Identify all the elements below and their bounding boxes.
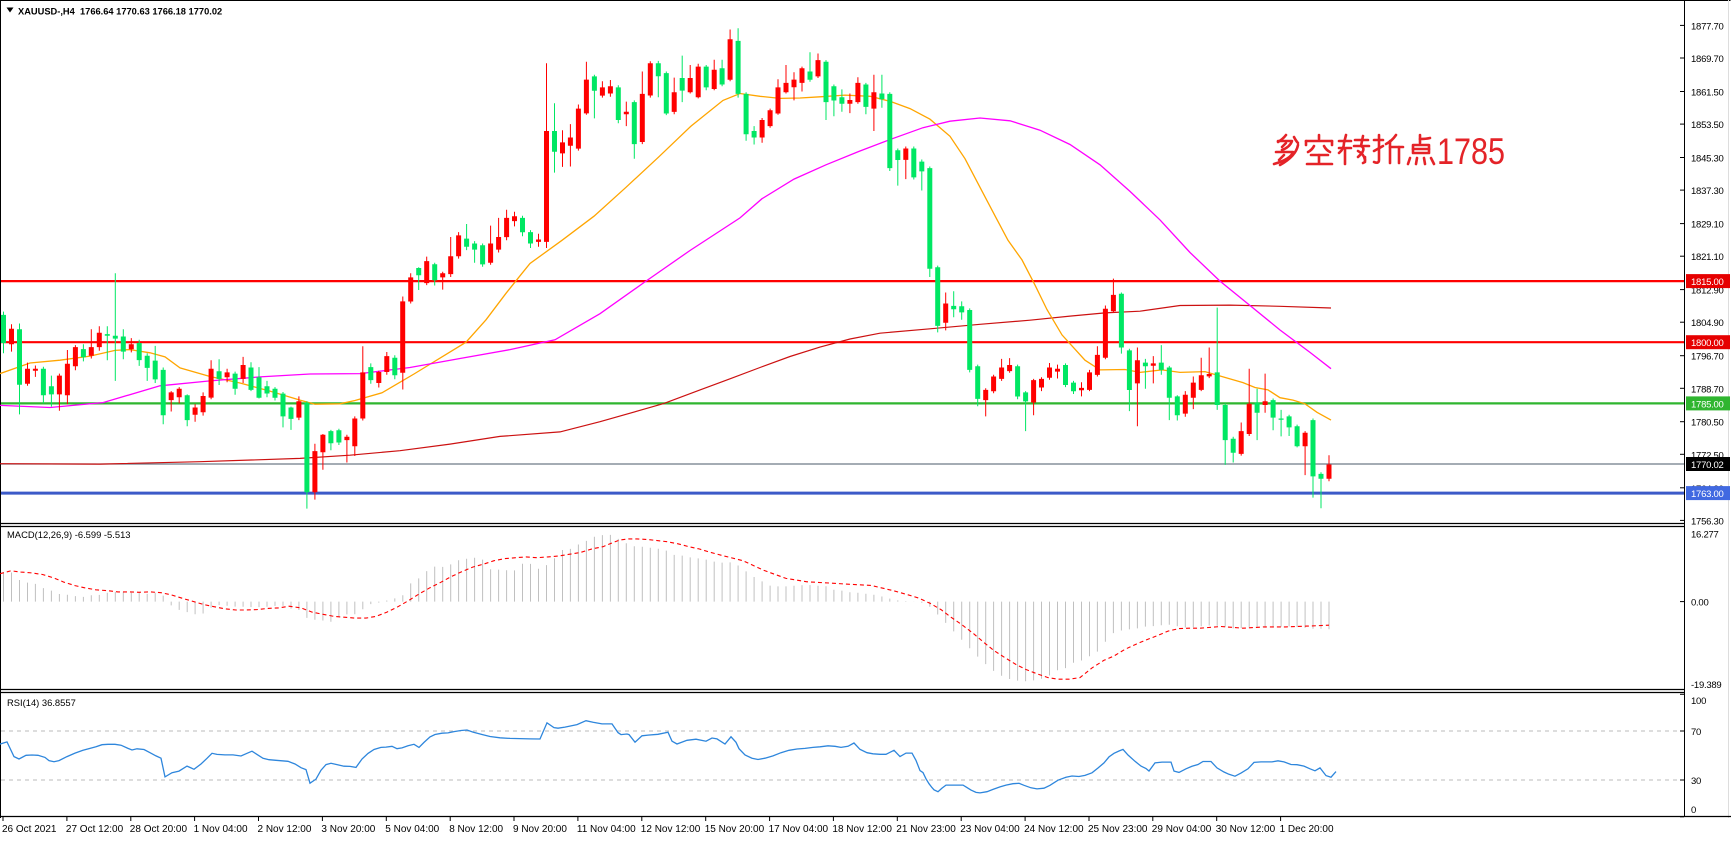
svg-text:3 Nov 20:00: 3 Nov 20:00 bbox=[321, 824, 375, 835]
svg-text:1821.10: 1821.10 bbox=[1691, 252, 1724, 263]
svg-text:1785.00: 1785.00 bbox=[1691, 399, 1724, 410]
svg-text:9 Nov 20:00: 9 Nov 20:00 bbox=[513, 824, 567, 835]
svg-text:1780.50: 1780.50 bbox=[1691, 418, 1724, 429]
svg-text:-19.389: -19.389 bbox=[1691, 680, 1721, 691]
svg-text:2 Nov 12:00: 2 Nov 12:00 bbox=[258, 824, 312, 835]
svg-text:1837.30: 1837.30 bbox=[1691, 186, 1724, 197]
svg-text:1861.50: 1861.50 bbox=[1691, 88, 1724, 99]
svg-text:1 Nov 04:00: 1 Nov 04:00 bbox=[194, 824, 248, 835]
svg-text:1796.70: 1796.70 bbox=[1691, 352, 1724, 363]
svg-text:1869.70: 1869.70 bbox=[1691, 54, 1724, 65]
svg-text:1812.90: 1812.90 bbox=[1691, 286, 1724, 297]
svg-text:8 Nov 12:00: 8 Nov 12:00 bbox=[449, 824, 503, 835]
svg-text:1763.00: 1763.00 bbox=[1691, 489, 1724, 500]
svg-text:12 Nov 12:00: 12 Nov 12:00 bbox=[641, 824, 701, 835]
svg-text:17 Nov 04:00: 17 Nov 04:00 bbox=[769, 824, 829, 835]
svg-text:18 Nov 12:00: 18 Nov 12:00 bbox=[832, 824, 892, 835]
svg-text:25 Nov 23:00: 25 Nov 23:00 bbox=[1088, 824, 1148, 835]
svg-text:27 Oct 12:00: 27 Oct 12:00 bbox=[66, 824, 124, 835]
svg-text:100: 100 bbox=[1691, 696, 1706, 707]
svg-text:0: 0 bbox=[1691, 805, 1696, 816]
svg-text:1815.00: 1815.00 bbox=[1691, 277, 1724, 288]
svg-text:RSI(14) 36.8557: RSI(14) 36.8557 bbox=[7, 697, 76, 708]
svg-text:24 Nov 12:00: 24 Nov 12:00 bbox=[1024, 824, 1084, 835]
svg-text:1845.30: 1845.30 bbox=[1691, 154, 1724, 165]
svg-text:1770.02: 1770.02 bbox=[1691, 460, 1724, 471]
svg-text:1853.50: 1853.50 bbox=[1691, 120, 1724, 131]
svg-text:16.277: 16.277 bbox=[1691, 530, 1719, 541]
svg-text:1788.70: 1788.70 bbox=[1691, 384, 1724, 395]
svg-text:1800.00: 1800.00 bbox=[1691, 338, 1724, 349]
svg-text:21 Nov 23:00: 21 Nov 23:00 bbox=[896, 824, 956, 835]
svg-text:1 Dec 20:00: 1 Dec 20:00 bbox=[1280, 824, 1334, 835]
svg-text:1772.50: 1772.50 bbox=[1691, 450, 1724, 461]
svg-text:30: 30 bbox=[1691, 776, 1701, 787]
svg-text:1785: 1785 bbox=[1437, 131, 1505, 172]
svg-text:5 Nov 04:00: 5 Nov 04:00 bbox=[385, 824, 439, 835]
svg-text:1756.30: 1756.30 bbox=[1691, 516, 1724, 527]
svg-text:29 Nov 04:00: 29 Nov 04:00 bbox=[1152, 824, 1212, 835]
svg-text:1877.70: 1877.70 bbox=[1691, 21, 1724, 32]
svg-text:28 Oct 20:00: 28 Oct 20:00 bbox=[130, 824, 188, 835]
svg-text:26 Oct 2021: 26 Oct 2021 bbox=[2, 824, 57, 835]
svg-text:30 Nov 12:00: 30 Nov 12:00 bbox=[1216, 824, 1276, 835]
svg-text:70: 70 bbox=[1691, 727, 1701, 738]
svg-text:XAUUSD-,H4 1766.64 1770.63 17: XAUUSD-,H4 1766.64 1770.63 1766.18 1770.… bbox=[18, 7, 222, 17]
svg-text:15 Nov 20:00: 15 Nov 20:00 bbox=[705, 824, 765, 835]
svg-text:0.00: 0.00 bbox=[1691, 598, 1709, 609]
svg-text:MACD(12,26,9) -6.599 -5.513: MACD(12,26,9) -6.599 -5.513 bbox=[7, 529, 131, 540]
svg-text:1804.90: 1804.90 bbox=[1691, 318, 1724, 329]
svg-text:23 Nov 04:00: 23 Nov 04:00 bbox=[960, 824, 1020, 835]
svg-text:1829.10: 1829.10 bbox=[1691, 220, 1724, 231]
svg-text:11 Nov 04:00: 11 Nov 04:00 bbox=[577, 824, 636, 835]
